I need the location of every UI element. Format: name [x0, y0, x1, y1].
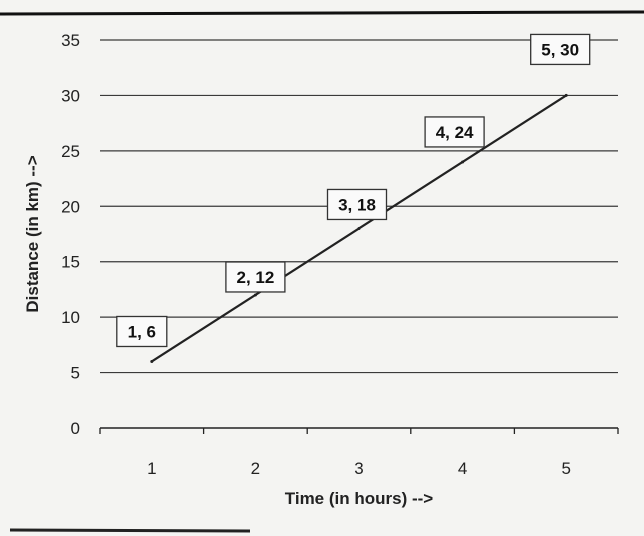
y-tick-label: 20: [61, 197, 80, 216]
data-point: [150, 359, 154, 363]
y-tick-label: 25: [61, 142, 80, 161]
data-point: [564, 93, 568, 97]
data-point: [461, 160, 465, 164]
data-label-text: 5, 30: [541, 40, 579, 59]
y-tick-label: 10: [61, 308, 80, 327]
data-label: 1, 6: [116, 315, 168, 348]
y-tick-label: 35: [61, 31, 80, 50]
gridlines: [100, 39, 618, 374]
y-tick-label: 0: [71, 419, 80, 438]
x-axis-title: Time (in hours) -->: [285, 489, 434, 508]
x-tick-label: 3: [354, 459, 363, 478]
x-axis: [99, 427, 619, 434]
data-label-text: 4, 24: [436, 123, 474, 142]
data-label-text: 2, 12: [236, 268, 274, 287]
x-tick-label: 4: [458, 459, 467, 478]
data-labels: 1, 6 2, 12 3, 18 4, 24 5, 30: [116, 33, 591, 348]
data-label: 3, 18: [326, 188, 388, 221]
x-tick-labels: 1 2 3 4 5: [147, 459, 571, 478]
data-point: [253, 293, 257, 297]
data-label-box: [326, 188, 388, 221]
data-label-box: [225, 261, 286, 293]
y-axis-title: Distance (in km) -->: [23, 155, 42, 312]
data-label: 5, 30: [530, 33, 591, 66]
x-tick-label: 5: [561, 459, 570, 478]
data-label-text: 3, 18: [338, 195, 376, 214]
y-tick-label: 5: [71, 364, 80, 383]
y-tick-labels: 0 5 10 15 20 25 30 35: [61, 31, 80, 438]
bottom-border-line: [9, 528, 251, 533]
top-border-line: [0, 10, 644, 16]
data-label: 4, 24: [424, 116, 485, 148]
data-label-text: 1, 6: [128, 322, 156, 341]
series-group: [150, 93, 568, 363]
y-tick-label: 30: [61, 86, 80, 105]
data-label-box: [116, 315, 168, 348]
data-label-box: [424, 116, 485, 148]
data-label-box: [530, 33, 591, 66]
data-point: [357, 226, 361, 230]
y-tick-label: 15: [61, 253, 80, 272]
data-label: 2, 12: [225, 261, 286, 293]
x-tick-label: 2: [251, 459, 260, 478]
x-tick-label: 1: [147, 459, 156, 478]
